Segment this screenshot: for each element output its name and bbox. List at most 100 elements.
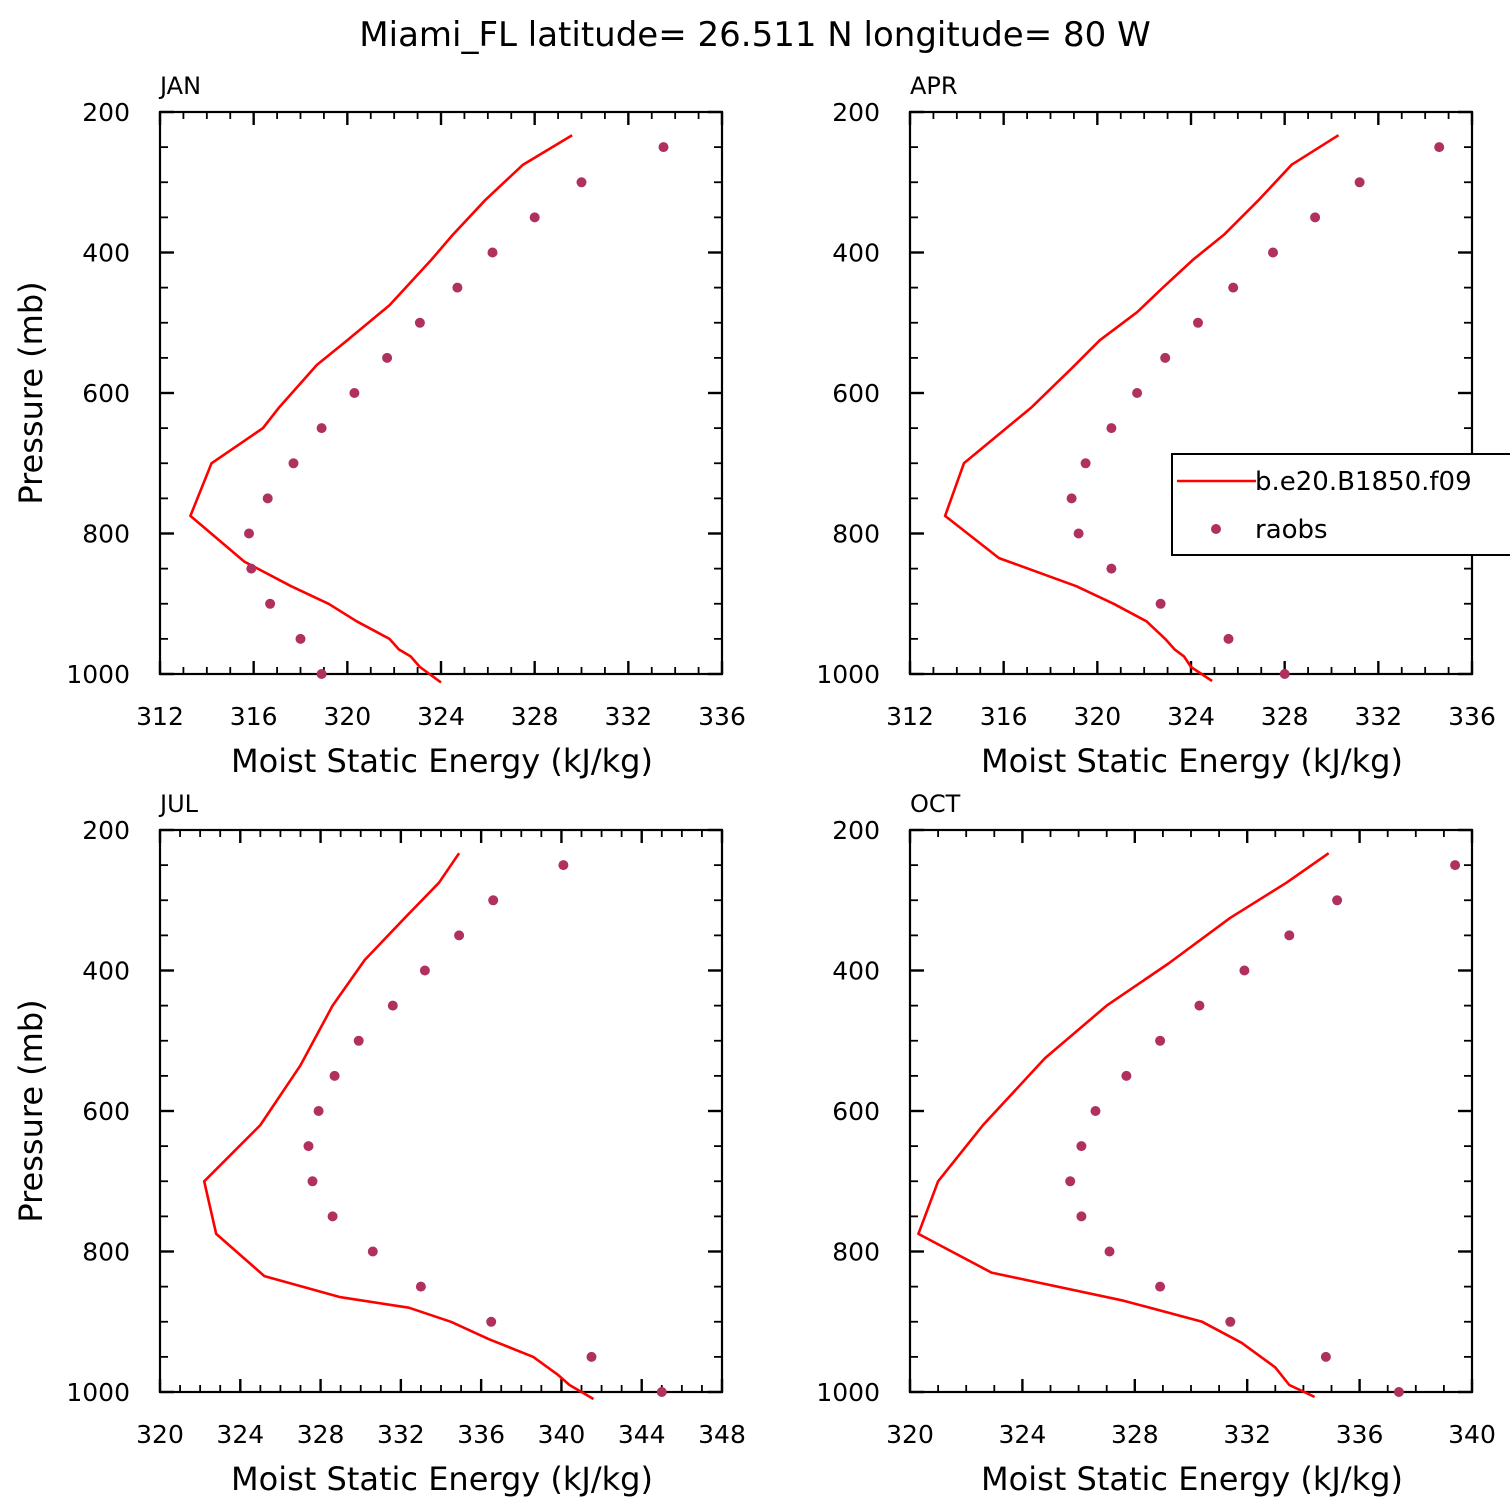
raobs-point bbox=[1132, 388, 1143, 398]
raobs-point bbox=[387, 1000, 398, 1011]
raobs-point bbox=[1066, 493, 1077, 504]
raobs-point bbox=[576, 177, 587, 188]
x-tick-label: 328 bbox=[1111, 1420, 1159, 1449]
figure-title: Miami_FL latitude= 26.511 N longitude= 8… bbox=[359, 15, 1150, 55]
x-tick-label: 324 bbox=[417, 702, 465, 731]
y-tick-label: 600 bbox=[832, 1097, 880, 1126]
x-tick-label: 328 bbox=[297, 1420, 345, 1449]
raobs-point bbox=[452, 282, 463, 293]
y-tick-label: 200 bbox=[82, 98, 130, 127]
x-tick-label: 348 bbox=[698, 1420, 746, 1449]
raobs-point bbox=[1160, 352, 1171, 363]
x-tick-label: 312 bbox=[136, 702, 184, 731]
raobs-point bbox=[529, 212, 540, 223]
raobs-point bbox=[382, 352, 393, 363]
raobs-point bbox=[316, 423, 327, 434]
raobs-point bbox=[265, 598, 276, 609]
panel-jan: 312 316 320 324 328 332 336 200 400 600 800 1000 JAN… bbox=[12, 72, 746, 780]
x-tick-label: 332 bbox=[1354, 702, 1402, 731]
x-tick-label: 324 bbox=[1167, 702, 1215, 731]
raobs-point bbox=[1239, 965, 1250, 976]
raobs-point bbox=[303, 1141, 314, 1152]
panel-jul: 320 324 328 332 336 340 344 348 200 400 600 800 1000… bbox=[12, 790, 746, 1498]
raobs-point bbox=[1225, 1316, 1236, 1327]
legend-box bbox=[1171, 453, 1510, 556]
x-tick-label: 336 bbox=[457, 1420, 505, 1449]
raobs-point bbox=[288, 458, 299, 469]
raobs-point bbox=[295, 633, 306, 644]
raobs-point bbox=[414, 317, 425, 328]
raobs-point bbox=[327, 1211, 338, 1222]
legend-model-label: b.e20.B1850.f09 bbox=[1255, 467, 1472, 497]
raobs-point bbox=[329, 1070, 340, 1081]
y-tick-label: 800 bbox=[832, 1238, 880, 1267]
raobs-point bbox=[1434, 142, 1445, 153]
y-tick-label: 200 bbox=[832, 98, 880, 127]
raobs-point bbox=[316, 669, 327, 679]
plot-frame bbox=[158, 110, 724, 676]
x-tick-label: 324 bbox=[216, 1420, 264, 1449]
raobs-point bbox=[313, 1106, 324, 1116]
x-axis-title: Moist Static Energy (kJ/kg) bbox=[981, 1460, 1403, 1498]
raobs-point bbox=[1310, 212, 1321, 223]
raobs-point bbox=[1228, 282, 1239, 293]
raobs-point bbox=[1155, 1035, 1166, 1046]
raobs-point bbox=[1076, 1141, 1087, 1152]
raobs-point bbox=[586, 1351, 597, 1362]
x-tick-label: 340 bbox=[538, 1420, 586, 1449]
raobs-point bbox=[487, 247, 498, 258]
x-tick-label: 320 bbox=[136, 1420, 184, 1449]
raobs-point bbox=[1354, 177, 1365, 188]
legend: b.e20.B1850.f09 raobs bbox=[1171, 453, 1510, 556]
raobs-point bbox=[353, 1035, 364, 1046]
y-axis-title: Pressure (mb) bbox=[12, 281, 50, 504]
raobs-point bbox=[1194, 1000, 1205, 1011]
raobs-point bbox=[1393, 1387, 1404, 1397]
x-tick-label: 340 bbox=[1448, 1420, 1496, 1449]
y-tick-label: 800 bbox=[82, 520, 130, 549]
raobs-point bbox=[1076, 1211, 1087, 1222]
x-tick-label: 320 bbox=[886, 1420, 934, 1449]
x-tick-label: 324 bbox=[999, 1420, 1047, 1449]
raobs-point bbox=[1106, 563, 1117, 574]
raobs-point bbox=[1121, 1070, 1132, 1081]
raobs-point bbox=[1279, 669, 1290, 679]
x-tick-label: 336 bbox=[1336, 1420, 1384, 1449]
model-line-series bbox=[189, 134, 573, 684]
x-tick-label: 332 bbox=[1223, 1420, 1271, 1449]
raobs-point bbox=[486, 1316, 497, 1327]
x-tick-label: 320 bbox=[1073, 702, 1121, 731]
raobs-point bbox=[454, 930, 465, 941]
raobs-point bbox=[1065, 1176, 1076, 1187]
y-tick-label: 400 bbox=[832, 957, 880, 986]
x-tick-label: 332 bbox=[377, 1420, 425, 1449]
raobs-point bbox=[1106, 423, 1117, 434]
y-axis-title: Pressure (mb) bbox=[12, 999, 50, 1222]
x-axis-title: Moist Static Energy (kJ/kg) bbox=[231, 742, 653, 780]
raobs-point bbox=[1332, 895, 1343, 906]
raobs-point bbox=[349, 388, 360, 398]
raobs-point bbox=[244, 528, 254, 539]
raobs-point bbox=[1155, 1281, 1166, 1292]
model-line-series bbox=[943, 134, 1340, 683]
plot-frame bbox=[908, 110, 1474, 676]
y-tick-label: 600 bbox=[82, 379, 130, 408]
raobs-point bbox=[262, 493, 273, 504]
x-tick-label: 328 bbox=[1261, 702, 1309, 731]
y-tick-label: 200 bbox=[832, 816, 880, 845]
plot-frame bbox=[158, 828, 724, 1394]
raobs-point bbox=[367, 1246, 378, 1257]
panel-label: JAN bbox=[158, 72, 201, 100]
raobs-point bbox=[1073, 528, 1084, 539]
raobs-point bbox=[1155, 598, 1166, 609]
y-tick-label: 400 bbox=[82, 239, 130, 268]
raobs-point bbox=[1223, 633, 1234, 644]
y-tick-label: 400 bbox=[82, 957, 130, 986]
raobs-point bbox=[1104, 1246, 1115, 1257]
raobs-point bbox=[307, 1176, 318, 1187]
raobs-point bbox=[1193, 317, 1203, 328]
y-tick-label: 600 bbox=[82, 1097, 130, 1126]
panels-group: 312 316 320 324 328 332 336 200 400 600 800 1000 JAN… bbox=[12, 72, 1496, 1498]
panel-oct: 320 324 328 332 336 340 200 400 600 800 1000 OCT Moi… bbox=[816, 790, 1495, 1498]
